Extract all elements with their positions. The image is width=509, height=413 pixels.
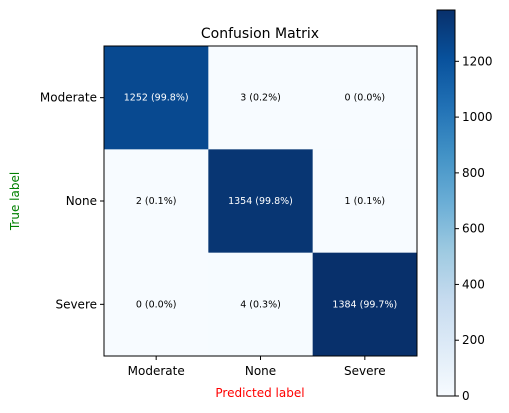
heatmap-cell — [208, 252, 314, 357]
cell-value-label: 1252 (99.8%) — [124, 93, 189, 104]
heatmap-cell — [312, 46, 418, 150]
heatmap-cell — [104, 149, 209, 254]
y-axis-ticks: Moderate None Severe — [40, 91, 104, 311]
y-tick-label: Severe — [55, 297, 97, 311]
x-axis-ticks: Moderate None Severe — [128, 356, 386, 378]
x-tick-label: Moderate — [128, 364, 185, 378]
cell-value-label: 1384 (99.7%) — [332, 299, 397, 310]
colorbar-tick-label: 400 — [462, 277, 485, 291]
colorbar-tick-label: 800 — [462, 166, 485, 180]
colorbar-tick-label: 1200 — [462, 54, 493, 68]
cell-value-label: 2 (0.1%) — [136, 196, 177, 207]
cell-value-label: 0 (0.0%) — [136, 299, 177, 310]
colorbar-tick-label: 200 — [462, 333, 485, 347]
heatmap-cell — [312, 252, 418, 357]
x-axis-label: Predicted label — [215, 386, 304, 400]
heatmap-cell-labels: 1252 (99.8%) 3 (0.2%) 0 (0.0%) 2 (0.1%) 1354… — [124, 93, 397, 311]
cell-value-label: 3 (0.2%) — [240, 93, 281, 104]
heatmap-cell — [208, 46, 314, 150]
colorbar — [436, 9, 456, 397]
colorbar-tick-label: 1000 — [462, 110, 493, 124]
cell-value-label: 1354 (99.8%) — [228, 196, 293, 207]
y-tick-label: Moderate — [40, 91, 97, 105]
heatmap-cell — [104, 46, 209, 150]
heatmap-cell — [208, 149, 314, 254]
cell-value-label: 1 (0.1%) — [345, 196, 386, 207]
heatmap-cell — [312, 149, 418, 254]
colorbar-tick-label: 600 — [462, 222, 485, 236]
x-tick-label: None — [245, 364, 276, 378]
chart-title: Confusion Matrix — [201, 26, 319, 42]
y-axis-label: True label — [8, 172, 22, 231]
cell-value-label: 0 (0.0%) — [345, 93, 386, 104]
colorbar-tick-label: 0 — [462, 389, 470, 403]
x-tick-label: Severe — [344, 364, 386, 378]
cell-value-label: 4 (0.3%) — [240, 299, 281, 310]
y-tick-label: None — [66, 194, 97, 208]
heatmap-cells — [104, 46, 418, 357]
colorbar-ticks: 0 200 400 600 800 1000 1200 — [455, 54, 493, 403]
heatmap-cell — [104, 252, 209, 357]
